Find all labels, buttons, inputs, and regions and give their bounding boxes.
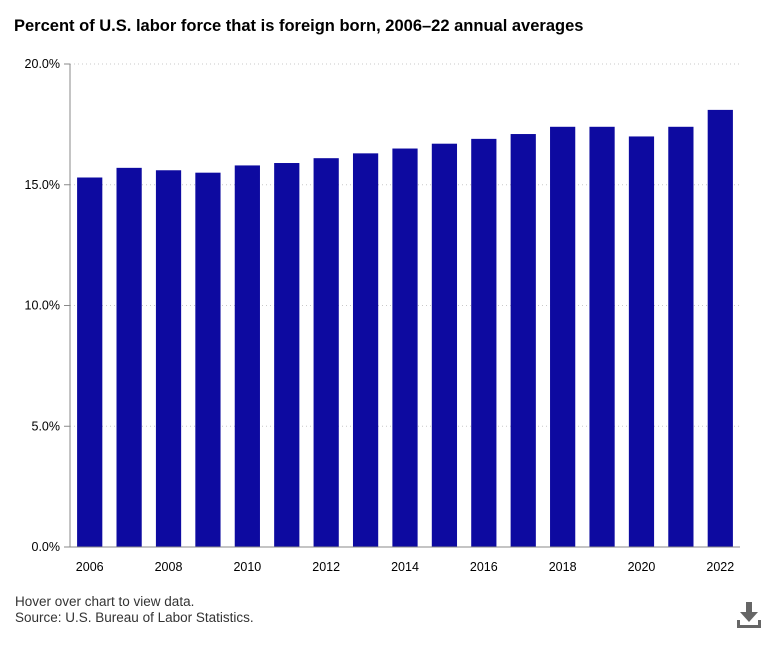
bars: [77, 109, 733, 548]
bar-2018[interactable]: [550, 126, 576, 547]
bar-2019[interactable]: [589, 126, 615, 547]
x-tick-label: 2012: [312, 560, 340, 574]
download-button[interactable]: [735, 600, 763, 630]
bar-2009[interactable]: [195, 172, 221, 548]
bar-2007[interactable]: [116, 167, 142, 547]
x-tick-label: 2008: [155, 560, 183, 574]
x-axis-ticks: 2006 2008 2010 2012 2014 2016 2018 2020 2022: [76, 560, 734, 574]
x-tick-label: 2016: [470, 560, 498, 574]
bar-2013[interactable]: [352, 153, 379, 548]
x-tick-label: 2006: [76, 560, 104, 574]
y-tick-label: 5.0%: [32, 419, 61, 433]
y-tick-label: 0.0%: [32, 540, 61, 554]
chart-footer: Hover over chart to view data. Source: U…: [15, 594, 254, 626]
bar-2014[interactable]: [392, 148, 418, 547]
x-tick-label: 2022: [706, 560, 734, 574]
x-tick-label: 2010: [233, 560, 261, 574]
bar-2015[interactable]: [431, 143, 458, 547]
bar-2022[interactable]: [707, 109, 733, 547]
bar-2006[interactable]: [77, 177, 103, 547]
x-tick-label: 2018: [549, 560, 577, 574]
bar-2011[interactable]: [274, 163, 300, 547]
bar-2008[interactable]: [155, 170, 182, 547]
chart-title: Percent of U.S. labor force that is fore…: [14, 17, 584, 35]
y-tick-label: 10.0%: [25, 299, 60, 313]
x-tick-label: 2014: [391, 560, 419, 574]
source-note: Source: U.S. Bureau of Labor Statistics.: [15, 610, 254, 625]
x-tick-label: 2020: [628, 560, 656, 574]
y-tick-label: 15.0%: [25, 178, 60, 192]
y-axis-ticks: 0.0% 5.0% 10.0% 15.0% 20.0%: [25, 57, 70, 554]
bar-2016[interactable]: [471, 138, 497, 548]
bar-2010[interactable]: [234, 165, 260, 547]
bar-2021[interactable]: [668, 126, 694, 547]
bar-2017[interactable]: [510, 134, 536, 547]
download-icon: [737, 602, 761, 628]
y-tick-label: 20.0%: [25, 57, 60, 71]
bar-2012[interactable]: [313, 158, 339, 547]
hover-note: Hover over chart to view data.: [15, 594, 195, 609]
bar-2020[interactable]: [628, 136, 655, 547]
bar-chart[interactable]: 0.0% 5.0% 10.0% 15.0% 20.0% 2006 2008 2010 2012…: [0, 0, 782, 590]
